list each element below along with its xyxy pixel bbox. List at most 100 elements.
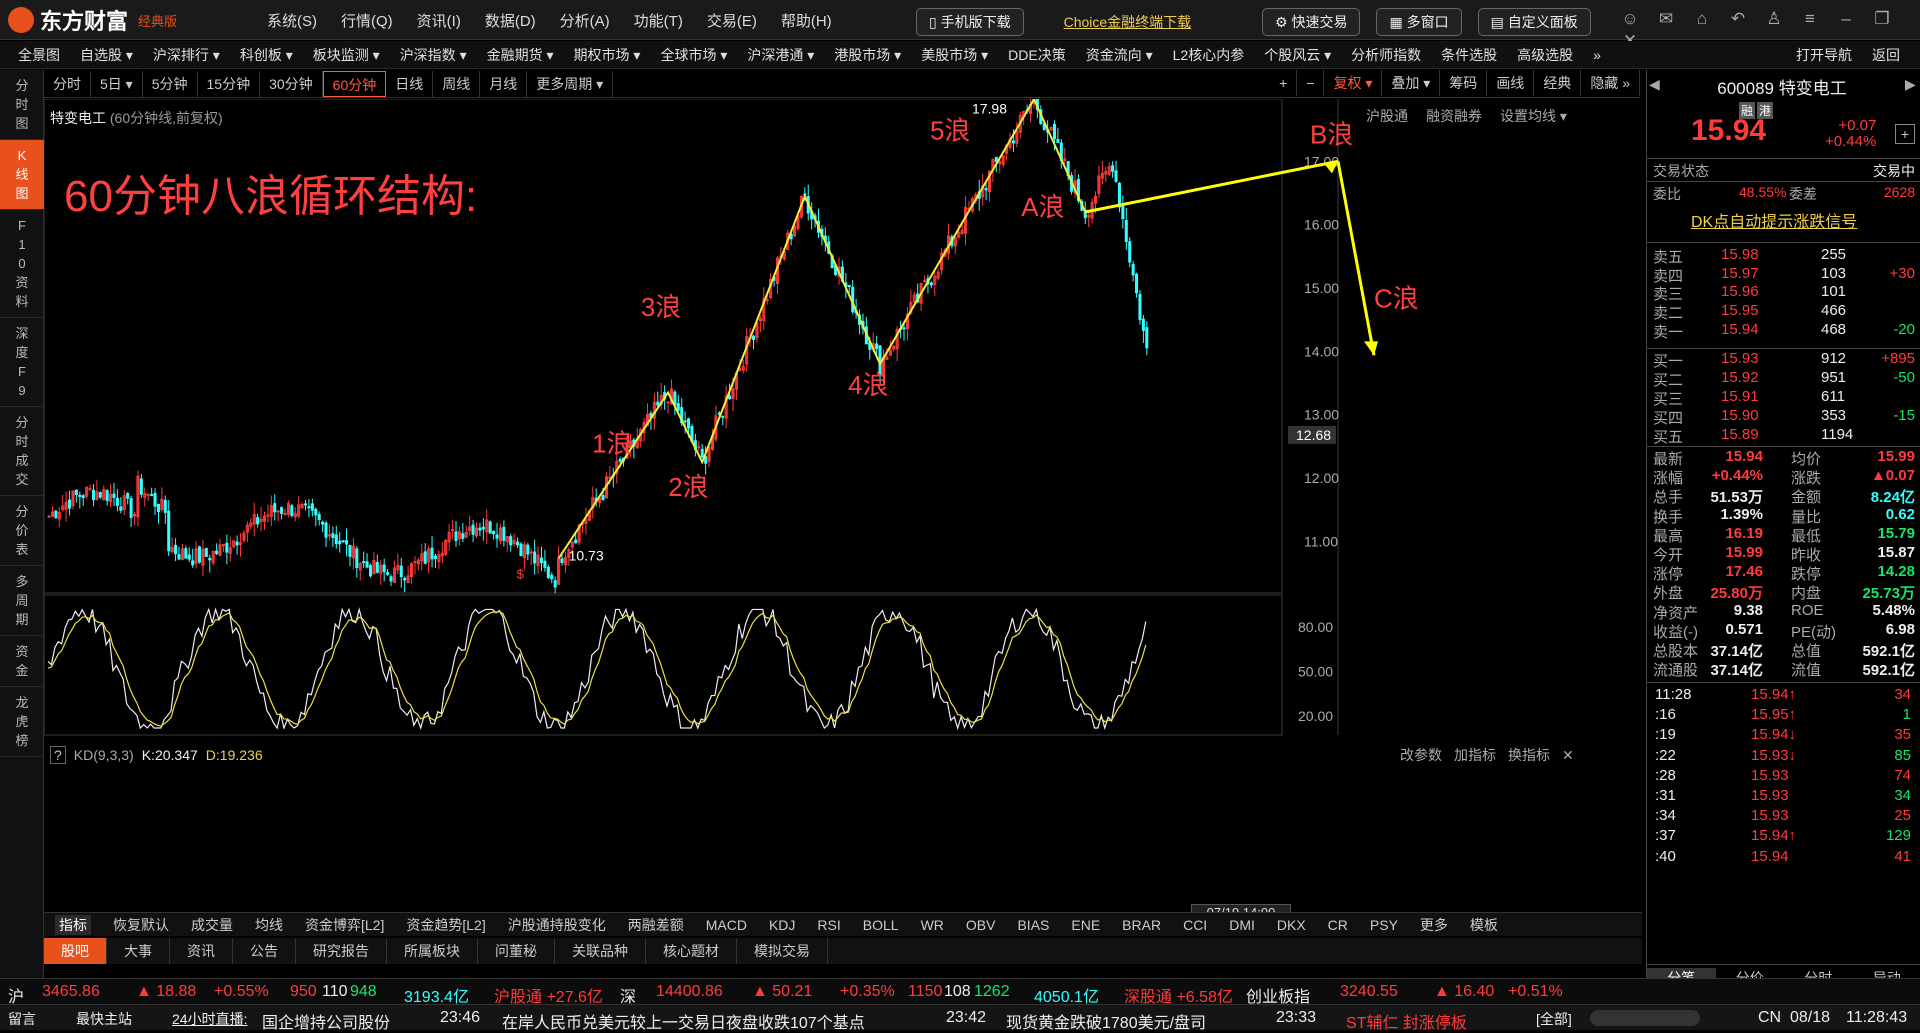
indicator-10[interactable]: RSI xyxy=(817,917,840,933)
news-item-3[interactable]: ST辅仁 封涨停板 xyxy=(1346,1009,1467,1033)
nav-item-6[interactable]: 金融期货 ▾ xyxy=(487,45,554,65)
period-3[interactable]: 15分钟 xyxy=(198,71,261,97)
nav-item-9[interactable]: 沪深港通 ▾ xyxy=(747,45,814,65)
nav-item-13[interactable]: 资金流向 ▾ xyxy=(1086,45,1153,65)
left-tab-7[interactable]: 资金 xyxy=(0,636,44,687)
info-tab-0[interactable]: 股吧 xyxy=(44,938,107,964)
nav-item-17[interactable]: 条件选股 xyxy=(1441,45,1497,65)
live-news-link[interactable]: 24小时直播: xyxy=(172,1009,247,1029)
period-4[interactable]: 30分钟 xyxy=(260,71,323,97)
fastest-server-button[interactable]: 最快主站 xyxy=(76,1009,132,1029)
nav-item-2[interactable]: 沪深排行 ▾ xyxy=(153,45,220,65)
info-tab-1[interactable]: 大事 xyxy=(107,938,170,964)
menu-item-2[interactable]: 资讯(I) xyxy=(417,10,461,31)
left-tab-0[interactable]: 分时图 xyxy=(0,70,44,140)
indicator-19[interactable]: DKX xyxy=(1277,917,1306,933)
add-watchlist-icon[interactable]: + xyxy=(1895,124,1915,144)
chart-tool-1[interactable]: − xyxy=(1297,70,1324,96)
nav-item-14[interactable]: L2核心内参 xyxy=(1173,45,1245,65)
nav-item-10[interactable]: 港股市场 ▾ xyxy=(834,45,901,65)
period-1[interactable]: 5日 ▾ xyxy=(91,71,143,97)
period-7[interactable]: 周线 xyxy=(433,71,480,97)
chart-link-2[interactable]: 设置均线 ▾ xyxy=(1500,106,1567,126)
home-icon[interactable]: ⌂ xyxy=(1690,9,1714,31)
info-tab-3[interactable]: 公告 xyxy=(233,938,296,964)
info-tab-5[interactable]: 所属板块 xyxy=(387,938,478,964)
left-tab-6[interactable]: 多周期 xyxy=(0,566,44,636)
kd-link-0[interactable]: 改参数 xyxy=(1400,745,1442,765)
indicator-2[interactable]: 成交量 xyxy=(191,915,233,935)
nav-item-0[interactable]: 全景图 xyxy=(18,45,60,65)
chart-tool-2[interactable]: 复权 ▾ xyxy=(1324,70,1382,96)
chart-link-1[interactable]: 融资融券 xyxy=(1426,106,1482,126)
nav-item-1[interactable]: 自选股 ▾ xyxy=(80,45,133,65)
indicator-8[interactable]: MACD xyxy=(706,917,747,933)
all-news-link[interactable]: [全部] xyxy=(1536,1009,1572,1029)
quick-trade-button[interactable]: ⚙ 快速交易 xyxy=(1262,8,1360,36)
chart-tool-7[interactable]: 隐藏 » xyxy=(1581,70,1640,96)
custom-panel-button[interactable]: ▤ 自定义面板 xyxy=(1478,8,1591,36)
nav-item-3[interactable]: 科创板 ▾ xyxy=(240,45,293,65)
multi-window-button[interactable]: ▦ 多窗口 xyxy=(1376,8,1461,36)
indicator-4[interactable]: 资金博弈[L2] xyxy=(305,915,384,935)
period-0[interactable]: 分时 xyxy=(44,71,91,97)
chart-tool-3[interactable]: 叠加 ▾ xyxy=(1382,70,1440,96)
nav-item-5[interactable]: 沪深指数 ▾ xyxy=(400,45,467,65)
next-stock-icon[interactable]: ▶ xyxy=(1905,76,1916,93)
indicator-5[interactable]: 资金趋势[L2] xyxy=(406,915,485,935)
dk-signal-link[interactable]: DK点自动提示涨跌信号 xyxy=(1691,208,1857,232)
nav-item-15[interactable]: 个股风云 ▾ xyxy=(1264,45,1331,65)
indicator-0[interactable]: 指标 xyxy=(55,915,91,935)
menu-icon[interactable]: ≡ xyxy=(1798,9,1822,31)
indicator-7[interactable]: 两融差额 xyxy=(628,915,684,935)
news-item-2[interactable]: 现货黄金跌破1780美元/盘司 xyxy=(1006,1009,1206,1033)
info-tab-7[interactable]: 关联品种 xyxy=(555,938,646,964)
news-item-1[interactable]: 在岸人民币兑美元较上一交易日夜盘收跌107个基点 xyxy=(502,1009,865,1033)
indicator-16[interactable]: BRAR xyxy=(1122,917,1161,933)
kd-link-2[interactable]: 换指标 xyxy=(1508,745,1550,765)
indicator-1[interactable]: 恢复默认 xyxy=(113,915,169,935)
indicator-3[interactable]: 均线 xyxy=(255,915,283,935)
mobile-download-button[interactable]: ▯ 手机版下载 xyxy=(916,8,1024,36)
chart-tool-0[interactable]: + xyxy=(1270,70,1297,96)
menu-item-7[interactable]: 帮助(H) xyxy=(781,10,832,31)
help-icon[interactable]: ? xyxy=(50,746,66,764)
chart-tool-4[interactable]: 筹码 xyxy=(1440,70,1487,96)
menu-item-1[interactable]: 行情(Q) xyxy=(341,10,393,31)
left-tab-8[interactable]: 龙虎榜 xyxy=(0,687,44,757)
mail-icon[interactable]: ✉ xyxy=(1654,9,1678,31)
chart-tool-5[interactable]: 画线 xyxy=(1487,70,1534,96)
period-6[interactable]: 日线 xyxy=(386,71,433,97)
left-tab-5[interactable]: 分价表 xyxy=(0,496,44,566)
indicator-14[interactable]: BIAS xyxy=(1017,917,1049,933)
nav-item-4[interactable]: 板块监测 ▾ xyxy=(313,45,380,65)
indicator-17[interactable]: CCI xyxy=(1183,917,1207,933)
menu-item-5[interactable]: 功能(T) xyxy=(634,10,683,31)
back-icon[interactable]: ↶ xyxy=(1726,9,1750,31)
indicator-6[interactable]: 沪股通持股变化 xyxy=(508,915,606,935)
chart-tool-6[interactable]: 经典 xyxy=(1534,70,1581,96)
nav-item-18[interactable]: 高级选股 xyxy=(1517,45,1573,65)
nav-right-1[interactable]: 返回 xyxy=(1872,45,1900,65)
nav-item-12[interactable]: DDE决策 xyxy=(1008,45,1066,65)
menu-item-6[interactable]: 交易(E) xyxy=(707,10,757,31)
indicator-15[interactable]: ENE xyxy=(1071,917,1100,933)
nav-item-7[interactable]: 期权市场 ▾ xyxy=(574,45,641,65)
info-tab-2[interactable]: 资讯 xyxy=(170,938,233,964)
shirt-icon[interactable]: ♙ xyxy=(1762,9,1786,31)
chart-link-0[interactable]: 沪股通 xyxy=(1366,106,1408,126)
period-9[interactable]: 更多周期 ▾ xyxy=(527,71,613,97)
kd-link-1[interactable]: 加指标 xyxy=(1454,745,1496,765)
nav-item-8[interactable]: 全球市场 ▾ xyxy=(660,45,727,65)
indicator-21[interactable]: PSY xyxy=(1370,917,1398,933)
minimize-icon[interactable]: – xyxy=(1834,9,1858,31)
left-tab-4[interactable]: 分时成交 xyxy=(0,407,44,496)
menu-item-4[interactable]: 分析(A) xyxy=(560,10,610,31)
indicator-18[interactable]: DMI xyxy=(1229,917,1255,933)
indicator-11[interactable]: BOLL xyxy=(863,917,899,933)
indicator-20[interactable]: CR xyxy=(1328,917,1348,933)
period-5[interactable]: 60分钟 xyxy=(323,71,387,97)
indicator-12[interactable]: WR xyxy=(921,917,944,933)
